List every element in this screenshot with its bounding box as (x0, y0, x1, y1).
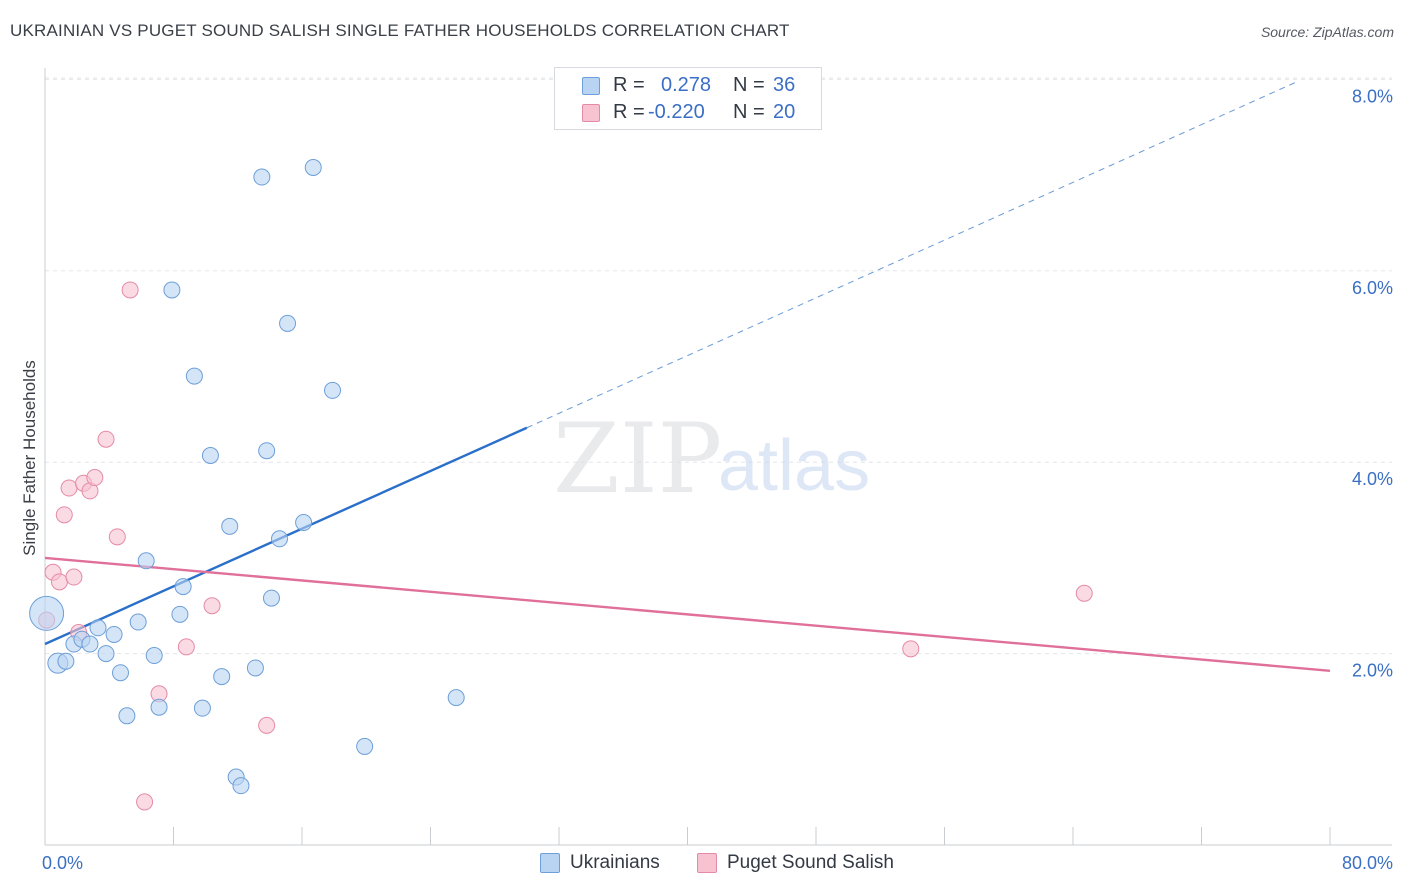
source-label: Source: ZipAtlas.com (1260, 24, 1394, 40)
salish-point (55, 506, 73, 524)
n-label: N = (733, 101, 765, 123)
r-label: R = (613, 74, 645, 96)
ukrainians-swatch (582, 77, 600, 95)
y-tick-label: 4.0% (1352, 469, 1393, 489)
ukrainians-n-value: 36 (773, 74, 796, 96)
chart-title: UKRAINIAN VS PUGET SOUND SALISH SINGLE F… (10, 21, 790, 40)
ukrainians-point (232, 777, 250, 795)
salish-point (136, 793, 154, 811)
y-axis-label: Single Father Households (20, 360, 39, 556)
salish-n-value: 20 (773, 101, 796, 123)
ukrainians-point (111, 664, 129, 682)
ukrainians-point (262, 589, 280, 607)
ukrainians-point (174, 578, 192, 596)
ukrainians-point (145, 647, 163, 665)
y-tick-label: 6.0% (1352, 278, 1393, 298)
ukrainians-point (57, 652, 75, 670)
salish-point (60, 479, 78, 497)
ukrainians-point (185, 367, 203, 385)
salish-point (258, 716, 276, 734)
x-tick-label: 0.0% (42, 853, 83, 873)
legend-row-ukrainians: R = 0.278 N = 36 (555, 73, 821, 99)
ukrainians-point (193, 699, 211, 717)
ukrainians-legend-label: Ukrainians (570, 852, 660, 873)
ukrainians-point (271, 530, 289, 548)
ukrainians-point (89, 619, 107, 637)
salish-point (97, 430, 115, 448)
salish-trendline (44, 556, 1331, 673)
ukrainians-point (304, 158, 322, 176)
ukrainians-point (246, 659, 264, 677)
ukrainians-r-value: 0.278 (661, 74, 712, 96)
salish-point (177, 638, 195, 656)
ukrainians-point (118, 707, 136, 725)
ukrainians-legend-swatch (540, 853, 560, 873)
legend-row-salish: R = -0.220 N = 20 (555, 100, 821, 126)
stats-legend: R = 0.278 N = 36 R = -0.220 N = 20 (554, 67, 822, 130)
ukrainians-point (201, 447, 219, 465)
y-tick-label: 2.0% (1352, 661, 1393, 681)
salish-point (121, 281, 139, 299)
salish-point (50, 573, 68, 591)
salish-swatch (582, 104, 600, 122)
ukrainians-point (81, 635, 99, 653)
n-label: N = (733, 74, 765, 96)
salish-legend-swatch (697, 853, 717, 873)
ukrainians-point (163, 281, 181, 299)
r-label: R = (613, 101, 645, 123)
ukrainians-point (221, 517, 239, 535)
y-tick-label: 8.0% (1352, 86, 1393, 106)
ukrainians-point (253, 168, 271, 186)
watermark-zip: ZIP (553, 403, 722, 515)
salish-point (902, 640, 920, 658)
watermark-atlas: atlas (718, 426, 870, 506)
salish-point (86, 469, 104, 487)
ukrainians-point (213, 668, 231, 686)
ukrainians-point (279, 314, 297, 332)
ukrainians-point (97, 645, 115, 663)
salish-point (65, 568, 83, 586)
ukrainians-point (324, 381, 342, 399)
salish-point (108, 528, 126, 546)
salish-r-value: -0.220 (648, 101, 705, 123)
salish-point (1075, 584, 1093, 602)
salish-point (203, 597, 221, 615)
ukrainians-point (29, 595, 65, 631)
ukrainians-point (105, 625, 123, 643)
x-tick-label: 80.0% (1342, 853, 1393, 873)
ukrainians-point (137, 552, 155, 570)
ukrainians-point (447, 689, 465, 707)
ukrainians-point (171, 605, 189, 623)
ukrainians-point (295, 513, 313, 531)
salish-legend-label: Puget Sound Salish (727, 852, 894, 873)
ukrainians-trendline-extension (526, 80, 1299, 429)
ukrainians-point (258, 442, 276, 460)
ukrainians-point (150, 698, 168, 716)
ukrainians-point (129, 613, 147, 631)
ukrainians-point (356, 737, 374, 755)
